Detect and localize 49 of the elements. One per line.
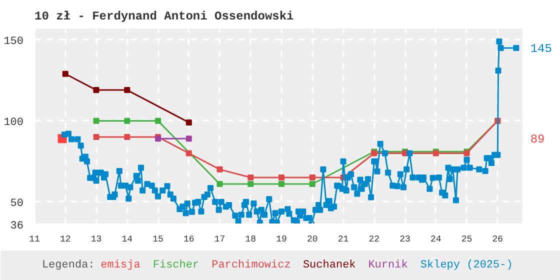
point [155, 118, 162, 124]
chart-title: 10 zł - Ferdynand Antoni Ossendowski [34, 10, 294, 24]
point [124, 134, 130, 140]
point [93, 87, 100, 94]
x-tick-label: 13 [90, 234, 102, 244]
point [62, 70, 68, 77]
text: Fischer [152, 260, 200, 272]
text: Parchimowicz [212, 260, 291, 272]
point [93, 134, 100, 140]
x-tick-label: 21 [338, 234, 349, 244]
x-tick-label: 18 [245, 234, 256, 244]
point [278, 174, 285, 181]
legend-title: Legenda: [42, 260, 95, 272]
point [216, 181, 223, 188]
point [248, 174, 254, 181]
x-tick-label: 19 [276, 234, 287, 244]
text: Kurnik [368, 260, 408, 272]
x-tick-label: 26 [492, 234, 504, 244]
text: Sklepy (2025-) [420, 260, 513, 272]
point [186, 150, 192, 156]
y-tick-label: 36 [10, 220, 24, 232]
text: Suchanek [302, 260, 356, 272]
x-tick-label: 14 [122, 234, 133, 244]
y-tick-label: 50 [10, 198, 24, 210]
point [216, 166, 223, 172]
x-tick-label: 17 [214, 234, 226, 244]
x-tick-label: 16 [183, 234, 194, 244]
x-tick-label: 23 [400, 234, 410, 244]
y-tick-label: 150 [4, 36, 24, 48]
point [186, 136, 192, 142]
point [93, 118, 100, 124]
point [124, 87, 130, 94]
x-tick-label: 12 [60, 234, 71, 244]
x-tick-label: 25 [461, 234, 472, 244]
x-tick-label: 22 [368, 234, 380, 244]
point [309, 181, 316, 188]
y-tick-label: 100 [4, 116, 24, 129]
annotation: 145 [530, 42, 552, 56]
x-tick-label: 24 [430, 234, 442, 244]
point [124, 118, 130, 124]
text: 89 [530, 132, 545, 146]
point [248, 181, 254, 188]
point [278, 181, 285, 188]
text: emisja [100, 260, 141, 272]
point [186, 119, 192, 126]
x-tick-label: 15 [152, 234, 164, 244]
point [309, 174, 316, 181]
x-tick-label: 20 [306, 234, 318, 244]
x-tick-label: 11 [29, 234, 40, 244]
